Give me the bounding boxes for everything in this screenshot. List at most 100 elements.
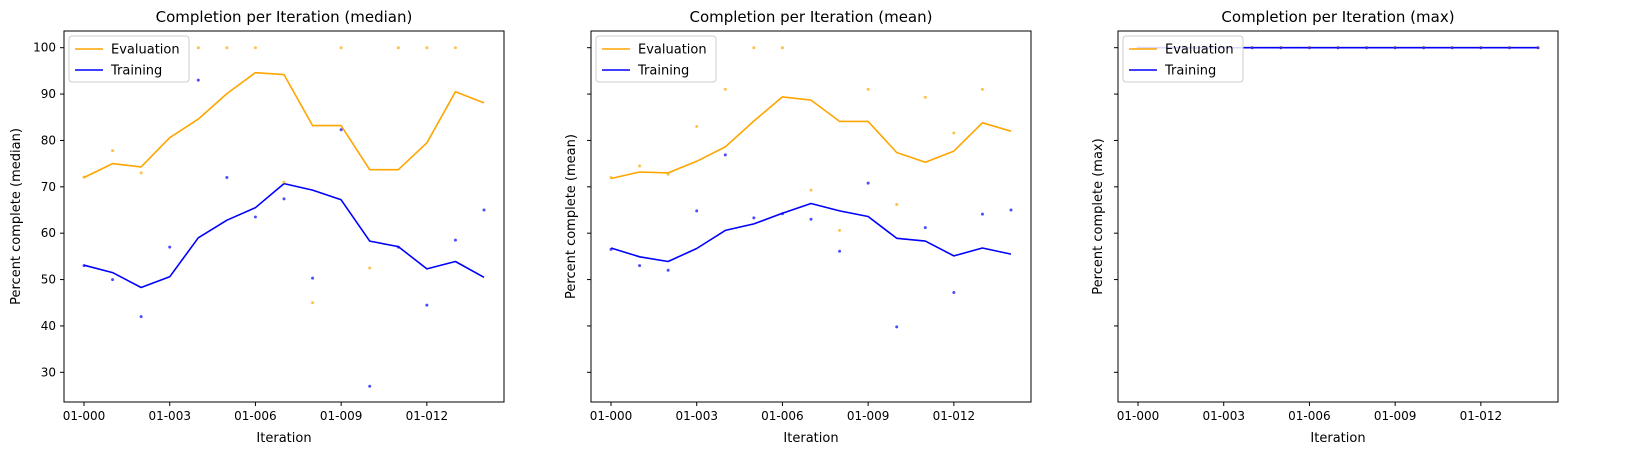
data-point-evaluation xyxy=(866,87,870,91)
data-point-training xyxy=(168,245,172,249)
data-point-training xyxy=(1336,46,1340,50)
y-tick-label: 40 xyxy=(41,319,56,333)
data-point-training xyxy=(1250,46,1254,50)
y-axis-label: Percent complete (median) xyxy=(9,128,24,305)
data-point-evaluation xyxy=(723,87,727,91)
data-point-training xyxy=(225,176,229,180)
data-point-training xyxy=(196,78,200,82)
data-point-evaluation xyxy=(311,301,315,305)
x-tick-label: 01-012 xyxy=(1460,409,1503,423)
data-point-training xyxy=(1450,46,1454,50)
data-point-training xyxy=(609,247,613,251)
data-point-training xyxy=(838,249,842,253)
data-point-training xyxy=(723,153,727,157)
legend-label: Evaluation xyxy=(1165,43,1234,58)
x-axis-label: Iteration xyxy=(256,431,311,446)
data-point-evaluation xyxy=(339,46,343,50)
data-point-training xyxy=(666,268,670,272)
x-tick-label: 01-009 xyxy=(847,409,890,423)
data-point-training xyxy=(1365,46,1369,50)
series-line-training xyxy=(610,202,1012,263)
data-point-training xyxy=(311,276,315,280)
y-tick-label: 90 xyxy=(41,87,56,101)
y-tick-label: 60 xyxy=(41,226,56,240)
x-tick-label: 01-006 xyxy=(234,409,277,423)
legend-label: Training xyxy=(637,64,689,79)
legend-label: Evaluation xyxy=(111,43,180,58)
x-tick-label: 01-000 xyxy=(1117,409,1160,423)
y-tick-label: 100 xyxy=(33,41,56,55)
chart-title: Completion per Iteration (median) xyxy=(156,8,413,26)
data-point-evaluation xyxy=(139,171,143,175)
data-point-evaluation xyxy=(253,46,257,50)
data-point-evaluation xyxy=(695,125,699,129)
data-point-evaluation xyxy=(111,149,115,153)
data-point-training xyxy=(368,384,372,388)
x-tick-label: 01-003 xyxy=(675,409,718,423)
data-point-evaluation xyxy=(638,164,642,168)
data-point-training xyxy=(339,128,343,132)
legend: Evaluation Training xyxy=(68,35,190,83)
x-tick-label: 01-009 xyxy=(320,409,363,423)
data-point-evaluation xyxy=(895,202,899,206)
legend-label: Evaluation xyxy=(638,43,707,58)
x-axis-label: Iteration xyxy=(1310,431,1365,446)
y-tick-label: 30 xyxy=(41,365,56,379)
data-point-evaluation xyxy=(609,176,613,180)
data-point-evaluation xyxy=(396,46,400,50)
data-point-training xyxy=(980,212,984,216)
x-tick-label: 01-003 xyxy=(1202,409,1245,423)
data-point-training xyxy=(752,216,756,220)
series-line-evaluation xyxy=(610,96,1012,180)
data-point-training xyxy=(82,264,86,268)
legend-label: Training xyxy=(110,64,162,79)
data-point-evaluation xyxy=(282,180,286,184)
y-tick-label: 80 xyxy=(41,133,56,147)
x-tick-label: 01-000 xyxy=(63,409,106,423)
y-axis-label: Percent complete (mean) xyxy=(564,134,579,299)
data-point-evaluation xyxy=(952,131,956,135)
data-point-training xyxy=(1009,208,1013,212)
x-tick-label: 01-003 xyxy=(148,409,191,423)
data-point-training xyxy=(482,208,486,212)
data-point-training xyxy=(780,212,784,216)
data-point-training xyxy=(1507,46,1511,50)
data-point-training xyxy=(1307,46,1311,50)
data-point-evaluation xyxy=(752,46,756,50)
axes-frame xyxy=(63,30,505,403)
x-tick-label: 01-012 xyxy=(406,409,449,423)
data-point-training xyxy=(1422,46,1426,50)
data-point-training xyxy=(638,264,642,268)
y-axis-label: Percent complete (max) xyxy=(1091,138,1106,294)
data-point-training xyxy=(809,217,813,221)
legend: Evaluation Training xyxy=(595,35,717,83)
data-point-evaluation xyxy=(980,87,984,91)
data-point-training xyxy=(1479,46,1483,50)
y-tick-label: 50 xyxy=(41,273,56,287)
subplot-2: Completion per Iteration (mean) 01-000 01-… xyxy=(564,8,1032,446)
data-point-evaluation xyxy=(368,266,372,270)
axes-frame xyxy=(590,30,1032,403)
data-point-evaluation xyxy=(809,188,813,192)
data-point-training xyxy=(282,197,286,201)
x-tick-label: 01-006 xyxy=(1288,409,1331,423)
x-tick-label: 01-006 xyxy=(761,409,804,423)
x-tick-label: 01-000 xyxy=(590,409,633,423)
data-point-evaluation xyxy=(838,228,842,232)
y-tick-label: 70 xyxy=(41,180,56,194)
data-point-training xyxy=(952,291,956,295)
data-point-evaluation xyxy=(780,46,784,50)
legend-label: Training xyxy=(1164,64,1216,79)
subplot-3: Completion per Iteration (max) 01-000 01-0… xyxy=(1091,8,1559,446)
data-point-evaluation xyxy=(225,46,229,50)
data-point-training xyxy=(453,238,457,242)
chart-title: Completion per Iteration (max) xyxy=(1221,8,1454,26)
data-point-training xyxy=(695,209,699,213)
series-line-evaluation xyxy=(83,71,485,179)
data-point-training xyxy=(425,303,429,307)
data-point-evaluation xyxy=(196,46,200,50)
x-axis-label: Iteration xyxy=(783,431,838,446)
data-point-training xyxy=(253,215,257,219)
data-point-training xyxy=(396,245,400,249)
